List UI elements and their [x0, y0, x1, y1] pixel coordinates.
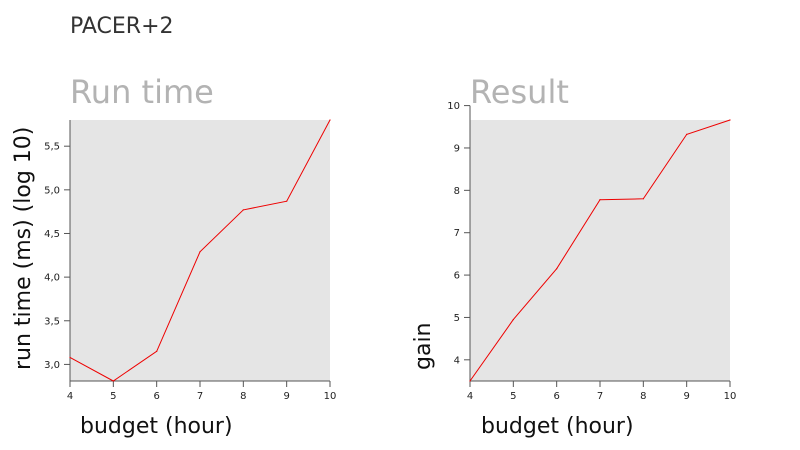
y-tick-label: 3,0	[44, 360, 60, 371]
x-tick-label: 8	[640, 391, 646, 402]
y-tick-label: 10	[447, 101, 460, 112]
data-point	[686, 133, 688, 136]
x-tick-label: 10	[324, 391, 337, 402]
y-tick-label: 3,5	[44, 316, 60, 327]
y-tick-label: 4	[454, 355, 460, 366]
data-point	[512, 318, 514, 321]
data-point	[556, 268, 558, 270]
y-tick-label: 7	[454, 228, 460, 239]
y-tick-label: 6	[454, 271, 460, 282]
page-title: PACER+2	[70, 14, 174, 39]
y-tick-label: 4,5	[44, 229, 60, 240]
data-point	[642, 198, 644, 200]
y-axis-label: gain	[411, 322, 436, 370]
plot-panel	[70, 120, 330, 381]
data-point	[599, 199, 601, 201]
chart-run-time: Run time budget (hour) run time (ms) (lo…	[11, 73, 336, 439]
x-tick-label: 10	[724, 391, 737, 402]
y-tick-label: 5,5	[44, 142, 60, 153]
x-axis-label: budget (hour)	[80, 414, 233, 439]
x-tick-label: 5	[510, 391, 516, 402]
plot-panel	[470, 120, 730, 381]
data-point	[242, 209, 244, 211]
x-tick-label: 9	[683, 391, 689, 402]
data-point	[112, 380, 114, 382]
data-point	[69, 356, 71, 359]
y-tick-label: 5,0	[44, 185, 60, 196]
x-tick-label: 4	[67, 391, 73, 402]
x-tick-label: 4	[467, 391, 473, 402]
data-point	[329, 119, 331, 121]
x-tick-label: 6	[153, 391, 159, 402]
x-tick-label: 7	[197, 391, 203, 402]
data-point	[286, 200, 288, 202]
chart-title: Run time	[70, 73, 214, 111]
x-tick-label: 7	[597, 391, 603, 402]
data-point	[156, 350, 158, 352]
y-tick-label: 8	[454, 186, 460, 197]
y-tick-label: 4,0	[44, 273, 60, 284]
x-tick-label: 8	[240, 391, 246, 402]
x-axis-label: budget (hour)	[481, 414, 634, 439]
data-point	[729, 119, 731, 121]
data-point	[199, 251, 201, 253]
data-point	[469, 380, 471, 382]
x-tick-label: 9	[283, 391, 289, 402]
y-tick-label: 9	[454, 143, 460, 154]
chart-title: Result	[470, 73, 569, 111]
x-tick-label: 5	[110, 391, 116, 402]
x-tick-label: 6	[553, 391, 559, 402]
chart-result: Result budget (hour) gain 4 5 6 7 8 9 10 4 5 6 7 8 9…	[411, 73, 736, 439]
y-tick-label: 5	[454, 313, 460, 324]
y-axis-label: run time (ms) (log 10)	[11, 127, 36, 370]
